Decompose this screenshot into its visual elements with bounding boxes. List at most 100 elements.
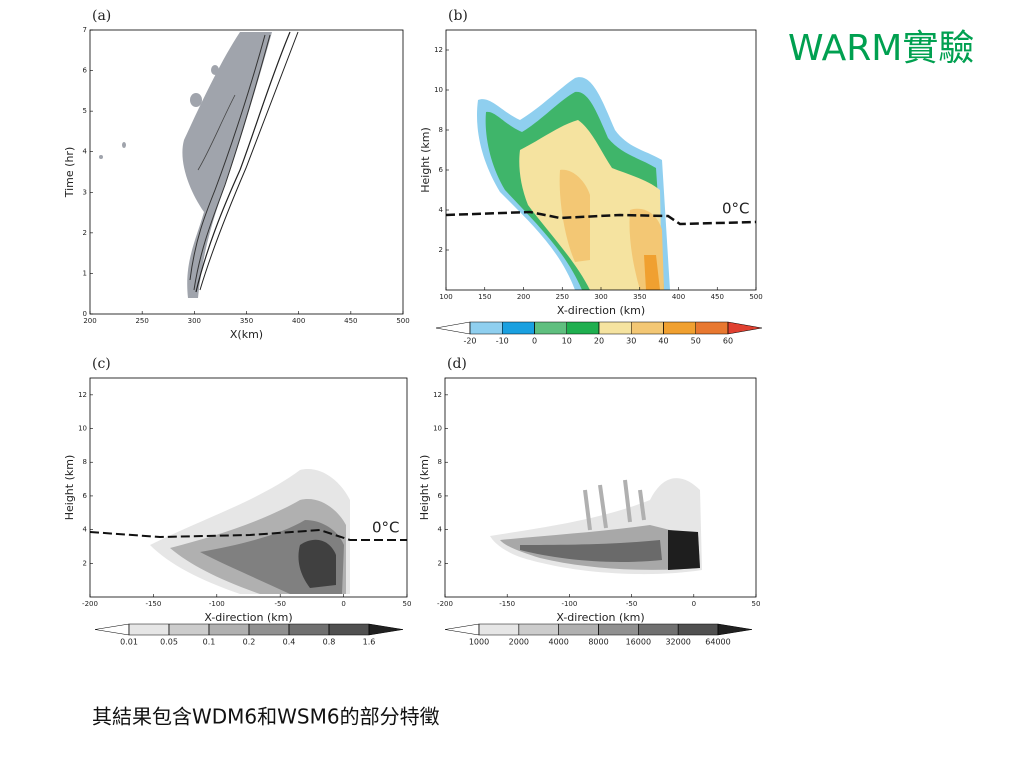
- annotation: 0°C: [372, 519, 400, 537]
- x-tick-label: 200: [83, 317, 96, 325]
- panel-label: (c): [92, 356, 111, 372]
- colorbar-label: 20: [594, 337, 604, 346]
- y-tick-label: 4: [83, 526, 88, 534]
- x-axis-label: X-direction (km): [204, 611, 292, 624]
- y-tick-label: 4: [439, 206, 444, 214]
- colorbar-label: 60: [723, 337, 733, 346]
- x-tick-label: -100: [561, 600, 577, 608]
- colorbar-label: 32000: [665, 638, 690, 647]
- y-axis-label: Height (km): [418, 455, 431, 521]
- colorbar-segment: [435, 321, 471, 335]
- colorbar-label: 4000: [548, 638, 568, 647]
- colorbar-segment: [208, 623, 250, 636]
- colorbar-segment: [598, 321, 632, 335]
- colorbar-segment: [128, 623, 170, 636]
- colorbar-segment: [717, 623, 753, 636]
- y-tick-label: 3: [83, 188, 87, 196]
- x-tick-label: 350: [633, 293, 646, 301]
- colorbar-label: 1000: [469, 638, 489, 647]
- x-tick-label: 500: [396, 317, 409, 325]
- y-tick-label: 6: [439, 166, 444, 174]
- colorbar-label: 1.6: [363, 638, 376, 647]
- colorbar-segment: [469, 321, 503, 335]
- y-tick-label: 12: [434, 46, 443, 54]
- colorbar-label: 16000: [626, 638, 651, 647]
- colorbar-label: 40: [658, 337, 668, 346]
- panel-label: (a): [92, 8, 111, 24]
- x-tick-label: -200: [437, 600, 453, 608]
- colorbar-segment: [695, 321, 729, 335]
- y-tick-label: 6: [438, 492, 443, 500]
- y-tick-label: 12: [78, 391, 87, 399]
- y-axis-label: Height (km): [63, 455, 76, 521]
- colorbar-segment: [566, 321, 600, 335]
- plot-frame: [89, 377, 408, 598]
- colorbar-label: 64000: [705, 638, 730, 647]
- y-tick-label: 4: [83, 148, 88, 156]
- y-tick-label: 8: [438, 458, 442, 466]
- colorbar-label: 2000: [509, 638, 529, 647]
- y-tick-label: 10: [434, 86, 443, 94]
- x-tick-label: 300: [188, 317, 201, 325]
- colorbar-segment: [518, 623, 559, 636]
- x-tick-label: -50: [626, 600, 637, 608]
- field-b: [445, 77, 757, 290]
- annotation: 0°C: [722, 200, 750, 218]
- x-tick-label: 400: [672, 293, 685, 301]
- colorbar-segment: [727, 321, 763, 335]
- plot-frame: [444, 377, 757, 598]
- colorbar-segment: [502, 321, 535, 335]
- field-c: [89, 469, 407, 594]
- x-tick-label: 400: [292, 317, 305, 325]
- y-tick-label: 6: [83, 67, 88, 75]
- colorbar-segment: [168, 623, 210, 636]
- colorbar-label: 0: [532, 337, 537, 346]
- y-axis-label: Time (hr): [63, 147, 76, 199]
- x-tick-label: -100: [209, 600, 225, 608]
- colorbar-segment: [328, 623, 370, 636]
- x-axis-label: X-direction (km): [557, 304, 645, 317]
- colorbar-label: 8000: [588, 638, 608, 647]
- x-tick-label: 250: [556, 293, 569, 301]
- y-tick-label: 0: [83, 310, 87, 318]
- panel-label: (b): [448, 8, 468, 24]
- panel-label: (d): [447, 356, 467, 372]
- x-tick-label: 50: [403, 600, 412, 608]
- colorbar-segment: [94, 623, 130, 636]
- colorbar-segment: [368, 623, 404, 636]
- x-tick-label: 450: [711, 293, 724, 301]
- colorbar-label: 50: [691, 337, 701, 346]
- x-tick-label: 0: [692, 600, 696, 608]
- x-tick-label: -50: [274, 600, 285, 608]
- y-tick-label: 8: [439, 126, 443, 134]
- x-tick-label: 250: [135, 317, 148, 325]
- colorbar-segment: [663, 321, 696, 335]
- colorbar-label: -10: [496, 337, 509, 346]
- x-tick-label: 500: [749, 293, 762, 301]
- x-tick-label: 200: [517, 293, 530, 301]
- colorbar-segment: [631, 321, 664, 335]
- y-axis-label: Height (km): [419, 127, 432, 193]
- x-tick-label: 0: [341, 600, 345, 608]
- colorbar-segment: [598, 623, 639, 636]
- x-tick-label: 350: [240, 317, 253, 325]
- colorbar-label: 0.1: [203, 638, 216, 647]
- y-tick-label: 2: [438, 559, 442, 567]
- y-tick-label: 10: [433, 425, 442, 433]
- colorbar-segment: [444, 623, 480, 636]
- x-tick-label: 50: [752, 600, 761, 608]
- colorbar-segment: [248, 623, 290, 636]
- y-tick-label: 2: [439, 246, 443, 254]
- y-tick-label: 12: [433, 391, 442, 399]
- x-tick-label: -200: [82, 600, 98, 608]
- y-tick-label: 10: [78, 425, 87, 433]
- colorbar-label: 0.8: [323, 638, 336, 647]
- colorbar-label: 0.05: [160, 638, 178, 647]
- colorbar-label: -20: [463, 337, 476, 346]
- y-tick-label: 6: [83, 492, 88, 500]
- x-tick-label: 300: [594, 293, 607, 301]
- colorbar-segment: [638, 623, 679, 636]
- y-tick-label: 4: [438, 526, 443, 534]
- slide-title: WARM實驗: [788, 28, 974, 69]
